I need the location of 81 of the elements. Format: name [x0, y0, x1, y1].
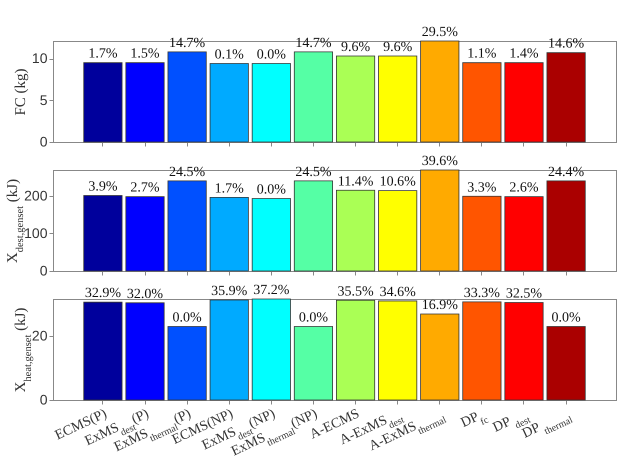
annotation: 1.7%: [88, 46, 118, 62]
annotation: 2.7%: [130, 180, 160, 196]
bar: [294, 326, 334, 400]
bar: [420, 170, 460, 272]
annotation: 32.9%: [84, 286, 122, 302]
bar: [168, 51, 207, 142]
bar: [546, 326, 586, 400]
annotation: 14.7%: [169, 36, 206, 51]
annotation: 14.7%: [295, 36, 332, 51]
annotation: 33.3%: [464, 286, 500, 301]
annotation: 29.5%: [422, 25, 458, 40]
y-tick-label: 5: [40, 92, 48, 108]
bar: [504, 62, 544, 142]
bar: [462, 62, 502, 142]
bar: [420, 40, 460, 142]
y-tick-label: 10: [32, 50, 48, 66]
y-tick-label: 200: [24, 187, 48, 204]
annotation: 9.6%: [340, 40, 370, 56]
bar: [252, 298, 291, 400]
bar: [504, 196, 544, 272]
annotation: 35.9%: [211, 284, 248, 299]
bar: [210, 300, 249, 400]
bar: [83, 195, 122, 272]
bar: [125, 302, 165, 400]
annotation: 24.5%: [295, 164, 332, 180]
annotation: 32.0%: [126, 286, 164, 302]
annotation: 34.6%: [380, 284, 416, 300]
bar: [294, 51, 334, 142]
bar: [210, 197, 249, 272]
bar: [168, 180, 207, 272]
annotation: 1.1%: [467, 46, 497, 62]
annotation: 39.6%: [422, 154, 458, 169]
bar: [546, 180, 586, 272]
annotation: 3.9%: [88, 180, 118, 195]
bar: [125, 62, 165, 142]
y-tick-label: 20: [32, 328, 48, 344]
annotation: 0.0%: [256, 48, 286, 63]
bar: [125, 196, 165, 272]
bar: [420, 314, 460, 400]
bar: [462, 196, 502, 272]
bar: [252, 198, 291, 272]
y-axis-title: FC (kg): [12, 68, 29, 116]
bar: [210, 63, 249, 142]
bar: [168, 326, 207, 400]
annotation: 35.5%: [337, 284, 374, 300]
bar: [336, 56, 376, 142]
bar: [336, 300, 376, 400]
bar: [378, 190, 418, 272]
bar: [504, 302, 544, 400]
annotation: 16.9%: [422, 298, 458, 314]
y-tick-label: 0: [40, 392, 48, 408]
annotation: 3.3%: [467, 180, 497, 196]
y-tick-label: 100: [24, 224, 48, 241]
annotation: 37.2%: [253, 283, 290, 298]
bar: [546, 52, 586, 142]
annotation: 0.1%: [214, 48, 244, 63]
annotation: 1.5%: [130, 46, 160, 62]
y-tick-label: 0: [40, 262, 48, 278]
annotation: 0.0%: [552, 310, 582, 326]
annotation: 14.6%: [548, 36, 585, 52]
annotation: 24.4%: [548, 164, 585, 180]
annotation: 0.0%: [172, 310, 202, 326]
annotation: 10.6%: [380, 174, 416, 190]
annotation: 2.6%: [509, 180, 539, 196]
bar: [294, 180, 334, 272]
annotation: 11.4%: [338, 174, 374, 190]
annotation: 0.0%: [298, 310, 328, 326]
annotation: 9.6%: [383, 40, 413, 56]
annotation: 0.0%: [256, 182, 286, 198]
bar: [83, 302, 122, 400]
bar: [252, 63, 291, 142]
annotation: 1.4%: [509, 46, 539, 62]
annotation: 32.5%: [506, 286, 542, 302]
bar: [462, 301, 502, 400]
bar: [378, 56, 418, 142]
bar: [83, 62, 122, 142]
bar: [378, 300, 418, 400]
y-tick-label: 0: [40, 134, 48, 150]
annotation: 1.7%: [214, 181, 244, 196]
annotation: 24.5%: [169, 164, 206, 180]
bar: [336, 190, 376, 272]
